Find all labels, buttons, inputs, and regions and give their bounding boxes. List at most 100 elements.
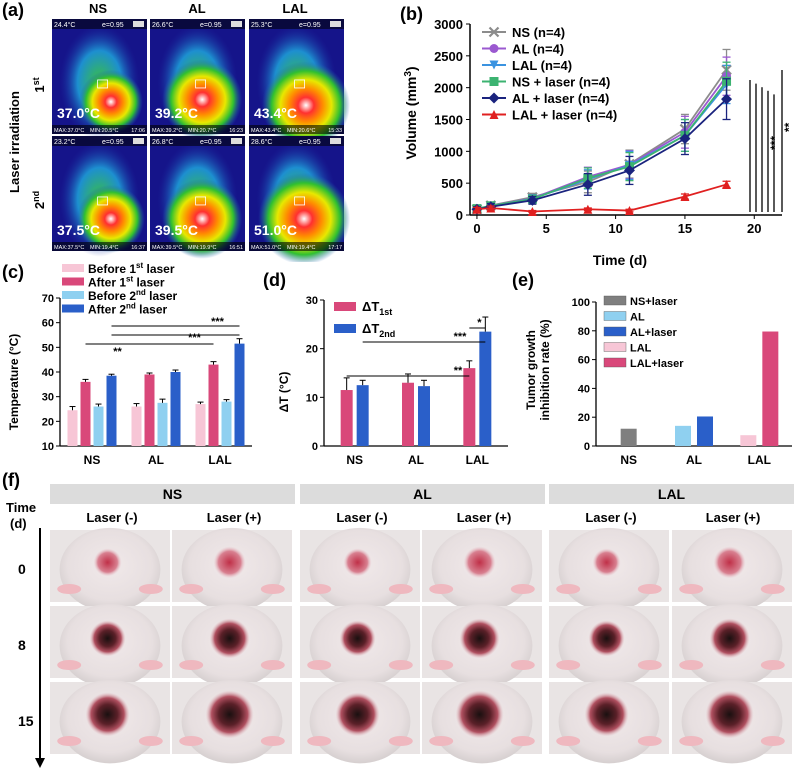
thermal-hotspot	[258, 172, 351, 262]
c-plot-bar	[67, 410, 78, 446]
mouse-paw	[388, 584, 413, 595]
b-y-tick-label: 3000	[434, 17, 463, 32]
thermal-footer-min: MIN:19.9°C	[188, 245, 217, 251]
thermal-top-temp: 26.8°C	[152, 138, 173, 146]
thermal-main-temp: 43.4°C	[254, 105, 297, 121]
mouse-photo	[422, 679, 542, 764]
c-plot-bar	[80, 381, 91, 446]
c-legend-swatch	[62, 264, 84, 272]
f-group-label: AL	[413, 486, 432, 502]
thermal-main-temp: 39.2°C	[155, 105, 198, 121]
d-legend-swatch	[334, 302, 356, 311]
battery-icon	[330, 21, 341, 27]
f-laser-label: Laser (+)	[457, 510, 512, 525]
thermal-time: 15:33	[328, 128, 342, 134]
mouse-photo	[549, 527, 669, 612]
d-plot-y-tick-label: 30	[306, 295, 318, 307]
mouse-paw	[260, 736, 285, 747]
d-significance-label: *	[477, 317, 482, 329]
f-group-header	[300, 484, 545, 504]
b-x-tick-label: 20	[747, 221, 761, 236]
mouse-photo	[422, 603, 542, 688]
thermal-footer-bar	[150, 242, 245, 251]
b-legend-label: NS (n=4)	[512, 25, 565, 40]
e-legend-swatch	[603, 326, 627, 337]
mouse-photo	[549, 679, 669, 764]
b-data-point	[583, 204, 593, 214]
e-plot-y-tick-label: 0	[584, 441, 590, 453]
f-group-label: LAL	[658, 486, 686, 502]
b-data-point	[722, 179, 732, 189]
thermal-header-bar	[249, 136, 344, 146]
e-legend-swatch	[603, 311, 627, 321]
c-plot-bar	[106, 375, 117, 446]
e-legend-label: LAL+laser	[630, 358, 684, 370]
thermal-hotspot	[76, 184, 145, 253]
e-plot-y-tick-label: 40	[578, 383, 590, 395]
b-y-tick-label: 1500	[434, 113, 463, 128]
mouse-paw	[307, 736, 332, 747]
c-plot-y-tick-label: 30	[42, 392, 54, 404]
mouse-photo	[549, 603, 669, 688]
mouse-photo	[50, 603, 170, 688]
b-y-tick-label: 2000	[434, 81, 463, 96]
mouse-paw	[679, 660, 704, 671]
tumor-volume-chart: Volume (mm3) Time (d) 0 500 1000 1500 2000 25…	[403, 17, 796, 268]
mouse-paw	[138, 660, 163, 671]
thermal-image: 28.6°C e=0.95 51.0°C MAX:51.0°C MIN:19.4°C 17…	[249, 136, 351, 262]
c-plot-bar	[208, 364, 219, 446]
d-legend-label: ΔT2nd	[362, 321, 395, 339]
thermal-footer-min: MIN:19.4°C	[287, 245, 316, 251]
e-legend-label: AL	[630, 312, 645, 324]
thermal-footer-bar	[150, 125, 245, 134]
thermal-footer-bar	[52, 242, 147, 251]
thermal-crosshair	[195, 196, 207, 206]
tumor-site	[343, 548, 372, 577]
c-plot-y-tick-label: 70	[42, 293, 54, 305]
b-y-axis-label: Volume (mm3)	[403, 66, 419, 159]
thermal-header-bar	[150, 19, 245, 29]
battery-icon	[133, 21, 144, 27]
b-x-tick-label: 0	[473, 221, 480, 236]
d-y-axis-label: ΔT (°C)	[277, 372, 291, 413]
thermal-footer-max: MAX:37.0°C	[54, 128, 84, 134]
e-plot-y-tick-label: 80	[578, 326, 590, 338]
e-legend-swatch	[603, 342, 627, 352]
thermal-time: 17:06	[131, 128, 145, 134]
c-plot-bar	[131, 406, 142, 446]
thermal-main-temp: 51.0°C	[254, 222, 297, 238]
c-legend-swatch	[62, 277, 84, 286]
mouse-paw	[179, 736, 204, 747]
mouse-paw	[637, 736, 662, 747]
thermal-main-temp: 37.5°C	[57, 222, 100, 238]
thermal-time: 16:23	[229, 128, 243, 134]
mouse-photo	[50, 679, 170, 764]
f-time-unit: (d)	[10, 516, 27, 531]
thermal-footer-min: MIN:19.4°C	[90, 245, 119, 251]
c-plot-bar	[144, 374, 155, 446]
mouse-photo	[172, 679, 292, 764]
tumor-site	[459, 618, 500, 659]
thermal-crosshair	[97, 79, 108, 89]
d-plot-bar	[479, 331, 492, 446]
thermal-image: 24.4°C e=0.95 37.0°C MAX:37.0°C MIN:20.5°C 17…	[52, 19, 147, 140]
panel-letter-e: (e)	[512, 270, 534, 290]
d-plot-bar	[418, 386, 430, 446]
thermal-emissivity: e=0.95	[102, 22, 124, 29]
b-x-tick-label: 15	[678, 221, 692, 236]
b-x-tick-label: 10	[608, 221, 622, 236]
d-plot-x-tick-label: AL	[408, 453, 424, 467]
mouse-paw	[556, 660, 581, 671]
row-label-1st: 1st	[31, 77, 47, 92]
thermal-image: 26.6°C e=0.95 39.2°C MAX:39.2°C MIN:20.7°C 16…	[150, 19, 245, 140]
thermal-emissivity: e=0.95	[299, 139, 321, 146]
thermal-footer-min: MIN:20.7°C	[188, 128, 217, 134]
inhibition-rate-chart: Tumor growthinhibition rate (%) 0 20 40 60 8…	[524, 295, 792, 467]
d-legend-swatch	[334, 324, 356, 333]
thermal-top-temp: 25.3°C	[251, 21, 272, 29]
mouse-paw	[760, 584, 785, 595]
mouse-photo	[300, 527, 420, 612]
thermal-emissivity: e=0.95	[200, 22, 222, 29]
b-data-point	[679, 133, 691, 145]
b-legend-marker-stroke	[488, 26, 500, 38]
